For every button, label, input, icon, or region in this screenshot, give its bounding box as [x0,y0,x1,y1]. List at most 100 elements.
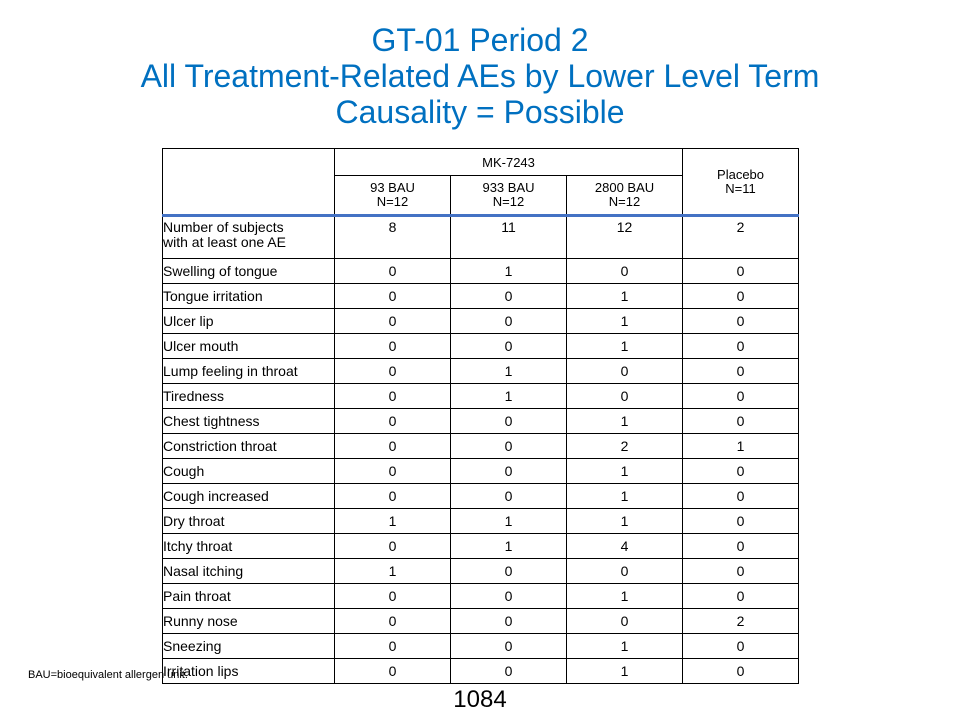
table-row: Cough 0 0 1 0 [162,458,800,484]
table-row: Chest tightness 0 0 1 0 [162,408,800,434]
page-number: 1084 [453,686,507,713]
ae-count: 0 [682,358,800,384]
summary-label: Number of subjects with at least one AE [162,215,335,259]
table-row: Irritation lips 0 0 1 0 [162,658,800,684]
ae-count: 1 [565,583,684,609]
summary-label-line-2: with at least one AE [163,234,286,250]
ae-count: 1 [682,433,800,459]
summary-label-line-1: Number of subjects [163,219,284,235]
ae-count: 0 [334,283,451,309]
dose-label: 93 BAU [370,180,415,195]
ae-count: 0 [682,583,800,609]
summary-value: 8 [334,215,451,259]
ae-count: 0 [565,383,684,409]
ae-count: 1 [565,483,684,509]
ae-count: 0 [450,583,567,609]
ae-count: 1 [565,508,684,534]
ae-count: 4 [565,533,684,559]
ae-count: 1 [450,258,567,284]
dose-n: N=12 [492,194,525,209]
ae-term: Ulcer mouth [162,333,335,359]
ae-term: Lump feeling in throat [162,358,335,384]
ae-term: Chest tightness [162,408,335,434]
summary-value: 11 [450,215,567,259]
header-dose-933: 933 BAU N=12 [450,175,567,217]
table-row: Lump feeling in throat 0 1 0 0 [162,358,800,384]
ae-term: Swelling of tongue [162,258,335,284]
table-row: Constriction throat 0 0 2 1 [162,433,800,459]
ae-count: 0 [450,333,567,359]
ae-count: 0 [334,333,451,359]
ae-count: 1 [565,658,684,684]
ae-count: 0 [334,408,451,434]
ae-term: Tongue irritation [162,283,335,309]
ae-count: 0 [334,308,451,334]
header-corner-cell [162,148,335,216]
ae-count: 0 [334,483,451,509]
ae-count: 0 [334,258,451,284]
table-row: Ulcer mouth 0 0 1 0 [162,333,800,359]
ae-count: 1 [565,283,684,309]
title-line-3: Causality = Possible [335,94,625,130]
table-row: Ulcer lip 0 0 1 0 [162,308,800,334]
ae-count: 0 [450,608,567,634]
ae-count: 0 [450,658,567,684]
ae-count: 0 [682,258,800,284]
ae-count: 0 [450,458,567,484]
summary-row: Number of subjects with at least one AE … [162,215,800,259]
ae-count: 0 [334,633,451,659]
table-row: Nasal itching 1 0 0 0 [162,558,800,584]
ae-count: 1 [450,508,567,534]
table-row: Runny nose 0 0 0 2 [162,608,800,634]
ae-count: 0 [682,533,800,559]
placebo-n: N=11 [725,180,756,196]
dose-n: N=12 [608,194,641,209]
ae-term: Pain throat [162,583,335,609]
ae-count: 0 [682,333,800,359]
ae-table-body: Number of subjects with at least one AE … [162,215,800,684]
header-row-doses: 93 BAU N=12 933 BAU N=12 2800 BAU N=12 [162,175,799,217]
ae-count: 1 [334,508,451,534]
ae-count: 1 [450,533,567,559]
ae-count: 0 [334,383,451,409]
ae-count: 0 [334,358,451,384]
ae-count: 0 [682,408,800,434]
ae-count: 0 [565,558,684,584]
footnote: BAU=bioequivalent allergen unit. [28,669,188,681]
dose-label: 2800 BAU [594,180,655,195]
ae-count: 0 [682,508,800,534]
ae-count: 0 [450,633,567,659]
ae-count: 0 [334,608,451,634]
ae-term: Cough increased [162,483,335,509]
ae-count: 1 [565,308,684,334]
ae-count: 1 [450,383,567,409]
ae-term: Tiredness [162,383,335,409]
ae-count: 0 [565,258,684,284]
ae-count: 1 [565,458,684,484]
ae-count: 0 [682,658,800,684]
group-header-mk7243: MK-7243 [333,148,684,176]
header-placebo: Placebo N=11 [682,148,800,216]
ae-count: 1 [450,358,567,384]
ae-term: Irritation lips [162,658,335,684]
ae-count: 0 [565,608,684,634]
ae-count: 0 [334,533,451,559]
ae-count: 0 [682,558,800,584]
table-row: Tongue irritation 0 0 1 0 [162,283,800,309]
placebo-label: Placebo [717,166,765,182]
ae-count: 0 [682,283,800,309]
ae-count: 0 [450,308,567,334]
ae-count: 0 [682,483,800,509]
header-dose-2800: 2800 BAU N=12 [565,175,684,217]
ae-count: 2 [565,433,684,459]
ae-count: 2 [682,608,800,634]
ae-count: 0 [450,558,567,584]
ae-count: 0 [334,458,451,484]
table-row: Dry throat 1 1 1 0 [162,508,800,534]
summary-value: 2 [682,215,800,259]
ae-term: Dry throat [162,508,335,534]
table-row: Swelling of tongue 0 1 0 0 [162,258,800,284]
ae-count: 0 [450,433,567,459]
dose-label: 933 BAU [482,180,535,195]
ae-term: Constriction throat [162,433,335,459]
